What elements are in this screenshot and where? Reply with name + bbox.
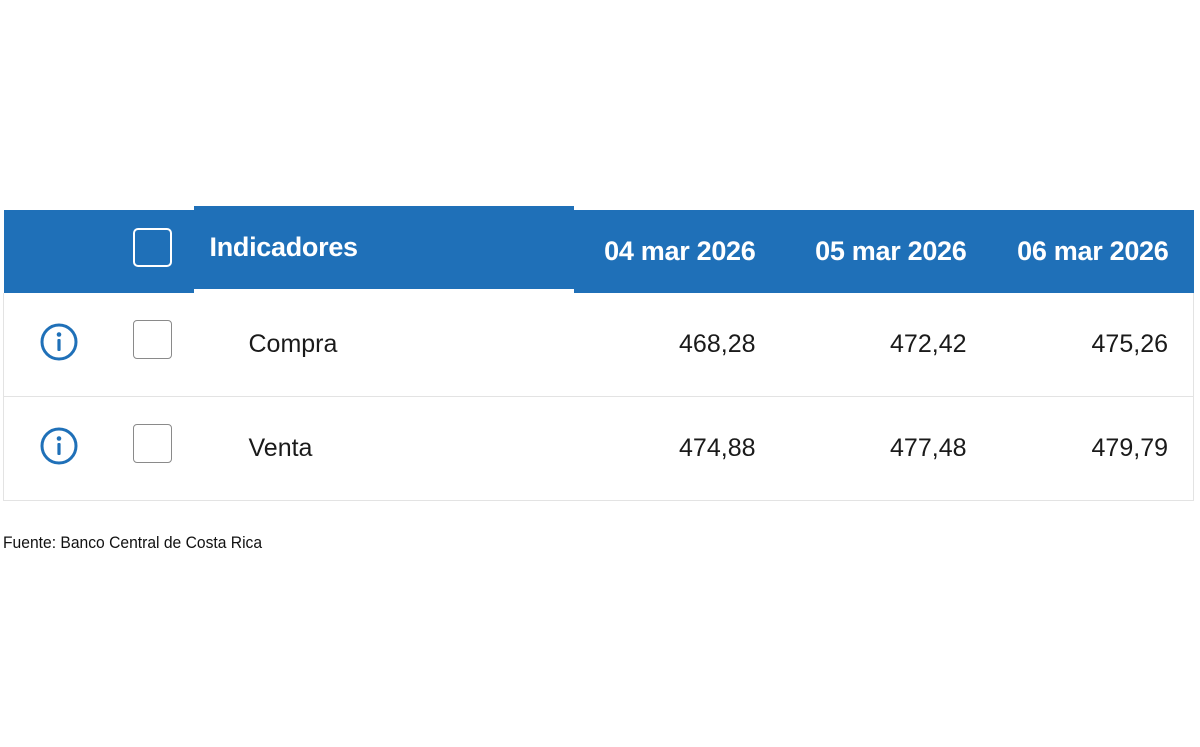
exchange-rate-table-container: Indicadores 04 mar 2026 05 mar 2026 06 m… (3, 210, 1194, 501)
source-note: Fuente: Banco Central de Costa Rica (3, 533, 263, 552)
info-cell (4, 293, 114, 396)
info-cell (4, 396, 114, 500)
row-checkbox-cell (114, 396, 194, 500)
table-row-venta: Venta 474,88 477,48 479,79 (3, 396, 1194, 500)
table-header-row: Indicadores 04 mar 2026 05 mar 2026 06 m… (3, 210, 1194, 293)
select-all-checkbox[interactable] (132, 228, 172, 267)
indicator-name: Compra (248, 329, 338, 358)
header-info-spacer (4, 210, 114, 293)
header-date-3: 06 mar 2026 (1017, 236, 1169, 266)
table-body: Compra 468,28 472,42 475,26 (3, 293, 1194, 500)
header-date-1: 04 mar 2026 (604, 236, 756, 266)
row-checkbox-cell (114, 293, 194, 396)
value-date-1: 468,28 (679, 329, 756, 358)
value-date-3: 479,79 (1091, 433, 1168, 462)
exchange-rate-table: Indicadores 04 mar 2026 05 mar 2026 06 m… (3, 210, 1194, 501)
info-icon[interactable] (39, 426, 79, 473)
value-date-3: 475,26 (1091, 329, 1168, 358)
row-checkbox-venta[interactable] (132, 423, 172, 463)
table-row-compra: Compra 468,28 472,42 475,26 (3, 293, 1194, 396)
header-date-2: 05 mar 2026 (815, 236, 967, 266)
info-icon[interactable] (39, 322, 79, 369)
header-select-all-cell (114, 210, 194, 293)
row-checkbox-compra[interactable] (132, 319, 172, 359)
value-date-2: 477,48 (890, 433, 967, 462)
header-indicators: Indicadores (209, 232, 359, 262)
value-date-1: 474,88 (679, 433, 756, 462)
indicator-name: Venta (248, 433, 313, 462)
value-date-2: 472,42 (890, 329, 967, 358)
table-header: Indicadores 04 mar 2026 05 mar 2026 06 m… (3, 210, 1194, 293)
